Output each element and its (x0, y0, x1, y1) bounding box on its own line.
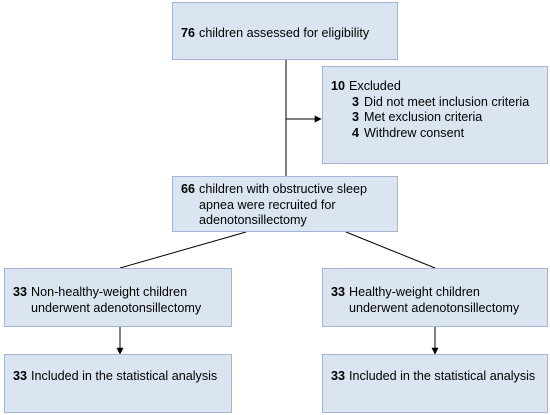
assessed-box: 76 children assessed for eligibility (172, 2, 398, 60)
assessed-count: 76 (181, 26, 196, 40)
recruited-count: 66 (181, 182, 196, 196)
exclusion-reason: 3 Met exclusion criteria (331, 110, 541, 126)
exclusion-reason-text: Met exclusion criteria (364, 110, 483, 124)
healthy-weight-group-box: 33 Healthy-weight children underwent ade… (322, 268, 548, 327)
group-text: Healthy-weight children underwent adenot… (349, 285, 520, 315)
analysis-text: Included in the statistical analysis (349, 369, 536, 383)
exclusion-reason-count: 3 (352, 110, 360, 124)
analysis-count: 33 (13, 369, 28, 383)
recruited-text: children with obstructive sleep apnea we… (199, 182, 368, 227)
excluded-count: 10 (331, 79, 346, 93)
exclusion-reason-text: Did not meet inclusion criteria (364, 94, 530, 109)
non-healthy-weight-analysis-box: 33 Included in the statistical analysis (4, 354, 232, 413)
right-branch-connector (345, 231, 436, 269)
excluded-label: Excluded (349, 79, 401, 93)
left-branch-connector (119, 231, 247, 269)
analysis-count: 33 (331, 369, 346, 383)
non-healthy-weight-group-box: 33 Non-healthy-weight children underwent… (4, 268, 232, 327)
excluded-box: 10 Excluded 3 Did not meet inclusion cri… (322, 66, 548, 164)
exclusion-reason-text: Withdrew consent (364, 125, 465, 140)
assessed-text: children assessed for eligibility (199, 26, 370, 40)
group-count: 33 (331, 285, 346, 299)
recruited-box: 66 children with obstructive sleep apnea… (172, 176, 398, 232)
exclusion-reason: 4 Withdrew consent (331, 126, 541, 142)
analysis-text: Included in the statistical analysis (31, 369, 218, 383)
exclusion-reason-count: 4 (352, 125, 360, 140)
group-text: Non-healthy-weight children underwent ad… (31, 285, 202, 315)
group-count: 33 (13, 285, 28, 299)
healthy-weight-analysis-box: 33 Included in the statistical analysis (322, 354, 548, 413)
exclusion-reason-count: 3 (352, 94, 360, 109)
exclusion-reason: 3 Did not meet inclusion criteria (331, 95, 541, 111)
